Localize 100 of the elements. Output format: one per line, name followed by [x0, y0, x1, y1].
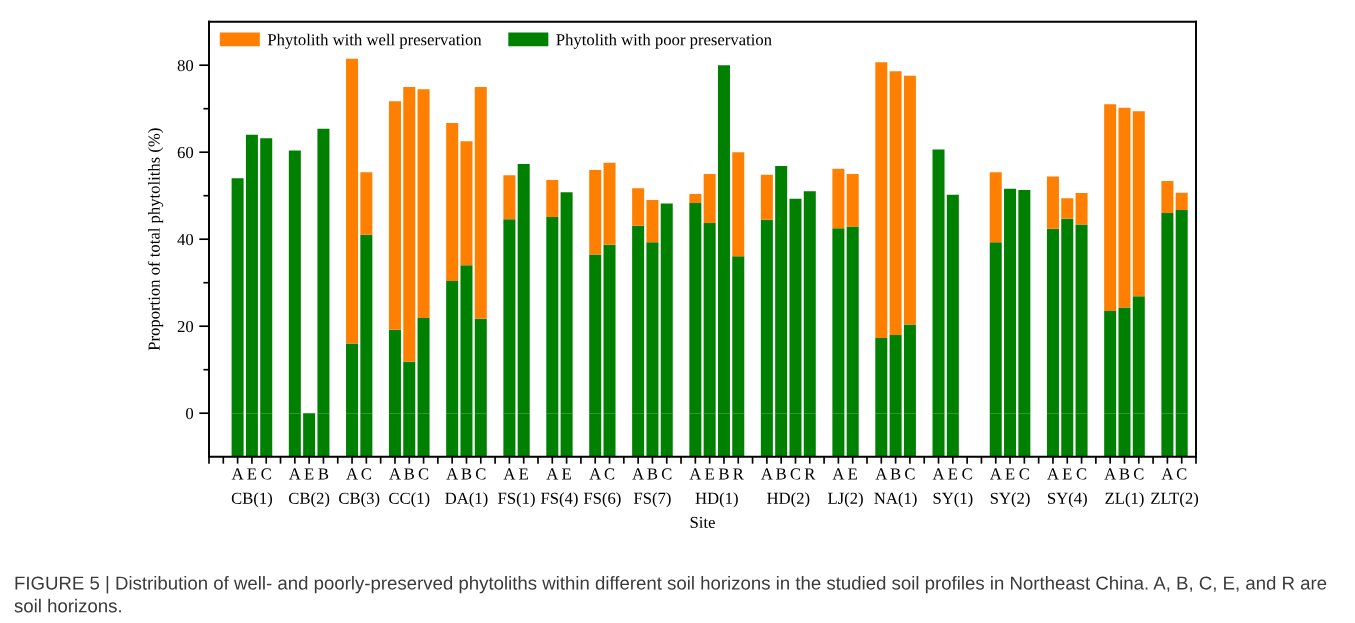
x-tick-label: C [418, 468, 429, 480]
x-tick-label: C [790, 468, 801, 480]
x-tick-label: B [647, 468, 658, 480]
bar [589, 170, 602, 255]
x-axis-title: Site [690, 516, 715, 528]
legend-label: Phytolith with well preservation [267, 33, 482, 49]
x-tick-label: C [661, 468, 672, 480]
bar [1061, 198, 1074, 219]
bar [703, 173, 716, 224]
x-tick-label: A [989, 468, 1002, 480]
x-tick-label: A [503, 468, 516, 480]
text: CB(1) [231, 492, 273, 508]
bar [503, 175, 516, 220]
x-tick-label: C [475, 468, 486, 480]
bar [1046, 176, 1059, 229]
text: ZL(1) [1105, 492, 1144, 508]
bar [1075, 193, 1088, 225]
x-tick-label: E [948, 468, 958, 480]
y-axis-title: Proportion of total phytoliths (%) [147, 128, 164, 351]
x-tick-label: A [1104, 468, 1117, 480]
x-tick-label: B [890, 468, 901, 480]
bar [446, 123, 459, 281]
bar [346, 58, 359, 344]
x-tick-label: C [1076, 468, 1087, 480]
bar [646, 200, 659, 243]
x-tick-label: E [562, 468, 571, 480]
x-tick-label: E [304, 468, 314, 480]
x-tick-label: A [389, 468, 401, 480]
x-tick-label: C [962, 468, 972, 480]
bar [732, 152, 745, 257]
x-tick-label: E [247, 468, 257, 480]
y-tick-label: 40 [177, 233, 194, 246]
text: DA(1) [445, 492, 488, 508]
x-tick-label: B [461, 468, 472, 480]
y-tick-label: 80 [177, 59, 194, 72]
bar [1161, 180, 1174, 214]
text: FS(6) [583, 492, 621, 508]
text: FS(4) [540, 492, 578, 508]
x-tick-label: R [733, 468, 744, 480]
bar [388, 101, 401, 330]
x-tick-label: A [346, 468, 358, 480]
x-tick-label: B [776, 468, 786, 480]
x-tick-label: A [632, 468, 645, 480]
legend-label: Phytolith with poor preservation [556, 33, 772, 49]
x-tick-label: A [446, 468, 459, 480]
bar [474, 86, 487, 319]
bar [546, 180, 559, 218]
text: SY(1) [933, 492, 973, 508]
bar [403, 86, 416, 362]
bar [760, 174, 773, 220]
bar [889, 71, 902, 335]
x-tick-label: E [705, 468, 714, 480]
bar [689, 193, 702, 204]
x-tick-label: A [689, 468, 702, 480]
x-tick-label: C [1176, 468, 1187, 480]
bar [303, 413, 316, 457]
x-tick-label: B [718, 468, 729, 480]
text: FS(7) [633, 492, 671, 508]
bar [875, 62, 888, 338]
x-tick-label: R [804, 468, 816, 480]
bar [903, 75, 916, 325]
bar [1118, 107, 1131, 308]
x-tick-label: A [1047, 468, 1059, 480]
bar [989, 172, 1002, 243]
x-tick-label: A [875, 468, 888, 480]
x-tick-label: A [288, 468, 301, 480]
x-tick-label: E [519, 468, 528, 480]
text: SY(4) [1048, 492, 1087, 508]
x-tick-label: C [1133, 468, 1144, 480]
x-tick-label: A [546, 468, 559, 480]
x-tick-label: B [1119, 468, 1130, 480]
bar [1175, 192, 1188, 211]
x-tick-label: E [1062, 468, 1072, 480]
x-tick-label: C [361, 468, 371, 480]
y-tick-label: 20 [177, 320, 194, 333]
text: CB(3) [339, 492, 380, 508]
x-tick-label: C [604, 468, 615, 480]
text: CC(1) [389, 492, 430, 508]
x-tick-label: A [832, 468, 845, 480]
x-tick-label: A [589, 468, 602, 480]
text: HD(1) [695, 492, 738, 508]
x-tick-label: B [318, 468, 329, 480]
bar [417, 89, 430, 318]
text: LJ(2) [827, 492, 863, 508]
x-tick-label: E [848, 468, 857, 480]
x-tick-label: A [1161, 468, 1174, 480]
x-tick-label: B [404, 468, 414, 480]
y-tick-label: 60 [177, 146, 194, 159]
bar [1132, 111, 1145, 297]
bar [360, 172, 373, 235]
text: FS(1) [498, 492, 535, 508]
text: NA(1) [874, 492, 917, 508]
x-tick-label: E [1005, 468, 1015, 480]
x-tick-label: A [231, 468, 244, 480]
x-tick-label: C [1019, 468, 1029, 480]
x-tick-label: A [761, 468, 773, 480]
caption: FIGURE 5 | Distribution of well- and poorly-preserved phytoliths within different soil horizons in the studied soil profiles in Northeast China. A, B, C, E, and R are soil horizons. [14, 576, 1327, 613]
x-tick-label: A [932, 468, 945, 480]
bar [460, 141, 473, 266]
bar [603, 162, 616, 245]
